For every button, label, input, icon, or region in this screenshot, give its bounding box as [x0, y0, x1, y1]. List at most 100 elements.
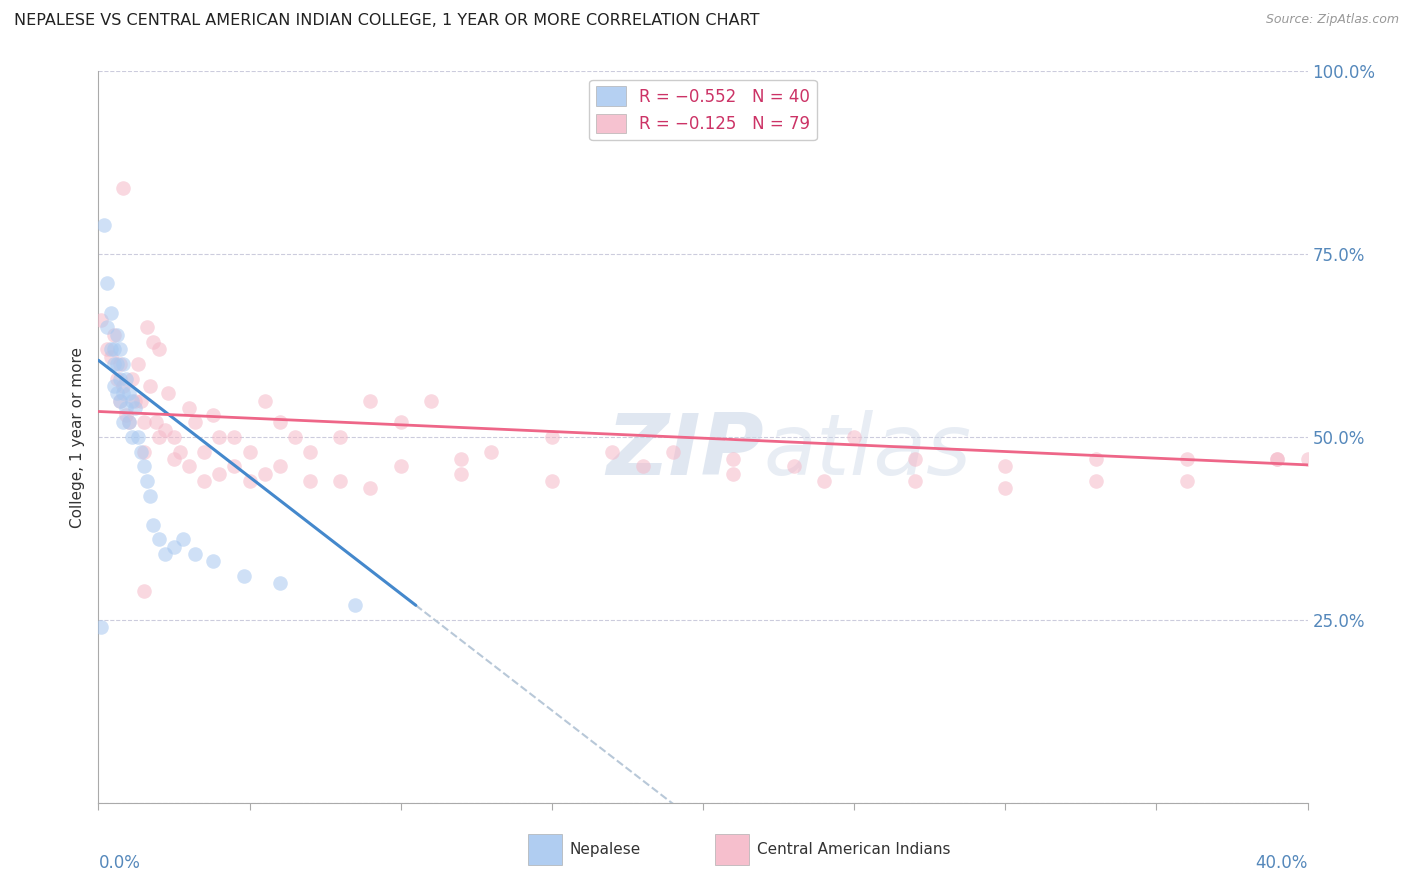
- Point: [114, 371, 136, 385]
- Point: [202, 554, 225, 568]
- Point: [179, 401, 201, 415]
- Point: [540, 430, 562, 444]
- Text: ZIP: ZIP: [606, 410, 763, 493]
- FancyBboxPatch shape: [527, 834, 561, 865]
- Point: [284, 430, 307, 444]
- Point: [389, 459, 412, 474]
- Point: [163, 430, 186, 444]
- Point: [450, 467, 472, 481]
- Point: [100, 343, 122, 357]
- Point: [139, 379, 162, 393]
- Point: [224, 459, 246, 474]
- Point: [96, 343, 118, 357]
- Point: [163, 452, 186, 467]
- Point: [142, 517, 165, 532]
- Point: [129, 444, 152, 458]
- Point: [105, 357, 128, 371]
- Point: [100, 306, 122, 320]
- Point: [169, 444, 191, 458]
- Point: [139, 489, 162, 503]
- Point: [121, 371, 143, 385]
- Point: [103, 379, 125, 393]
- Point: [232, 569, 254, 583]
- Point: [148, 533, 170, 547]
- Point: [994, 481, 1017, 495]
- Point: [540, 474, 562, 488]
- Point: [239, 444, 262, 458]
- Text: 0.0%: 0.0%: [98, 854, 141, 872]
- Point: [269, 459, 291, 474]
- Point: [132, 583, 155, 598]
- Point: [813, 474, 835, 488]
- Point: [631, 459, 654, 474]
- Point: [1267, 452, 1289, 467]
- Point: [1175, 474, 1198, 488]
- Point: [118, 416, 141, 430]
- Point: [111, 416, 134, 430]
- Point: [344, 599, 367, 613]
- Point: [253, 467, 276, 481]
- Point: [148, 343, 170, 357]
- Point: [96, 277, 118, 291]
- Point: [111, 386, 134, 401]
- Point: [129, 393, 152, 408]
- Point: [179, 459, 201, 474]
- Point: [142, 334, 165, 349]
- Point: [153, 547, 176, 561]
- Point: [118, 416, 141, 430]
- Text: Central American Indians: Central American Indians: [758, 842, 950, 857]
- Point: [156, 386, 179, 401]
- Point: [1085, 452, 1108, 467]
- Point: [105, 327, 128, 342]
- Point: [145, 416, 167, 430]
- Point: [329, 474, 352, 488]
- Point: [723, 452, 745, 467]
- Point: [662, 444, 685, 458]
- Point: [783, 459, 806, 474]
- Point: [360, 481, 382, 495]
- Point: [269, 576, 291, 591]
- Point: [111, 181, 134, 195]
- Point: [90, 620, 112, 634]
- Point: [202, 408, 225, 422]
- Point: [127, 430, 149, 444]
- Point: [103, 343, 125, 357]
- Point: [904, 452, 927, 467]
- Point: [132, 416, 155, 430]
- Point: [93, 218, 115, 232]
- Point: [224, 430, 246, 444]
- Point: [111, 379, 134, 393]
- Point: [108, 393, 131, 408]
- Point: [121, 430, 143, 444]
- Point: [299, 474, 322, 488]
- Point: [389, 416, 412, 430]
- Point: [108, 343, 131, 357]
- Point: [121, 393, 143, 408]
- Point: [450, 452, 472, 467]
- Text: Nepalese: Nepalese: [569, 842, 641, 857]
- Point: [723, 467, 745, 481]
- Point: [111, 357, 134, 371]
- Point: [163, 540, 186, 554]
- Point: [103, 357, 125, 371]
- Point: [329, 430, 352, 444]
- Text: 40.0%: 40.0%: [1256, 854, 1308, 872]
- Point: [135, 320, 157, 334]
- Point: [1085, 474, 1108, 488]
- Point: [108, 357, 131, 371]
- Point: [114, 408, 136, 422]
- Point: [193, 474, 215, 488]
- Point: [172, 533, 194, 547]
- Text: atlas: atlas: [763, 410, 972, 493]
- Point: [108, 371, 131, 385]
- Point: [481, 444, 503, 458]
- Point: [602, 444, 624, 458]
- Point: [90, 313, 112, 327]
- Text: NEPALESE VS CENTRAL AMERICAN INDIAN COLLEGE, 1 YEAR OR MORE CORRELATION CHART: NEPALESE VS CENTRAL AMERICAN INDIAN COLL…: [14, 13, 759, 29]
- Point: [148, 430, 170, 444]
- Point: [994, 459, 1017, 474]
- Point: [904, 474, 927, 488]
- Legend: R = −0.552   N = 40, R = −0.125   N = 79: R = −0.552 N = 40, R = −0.125 N = 79: [589, 79, 817, 140]
- Point: [208, 467, 231, 481]
- Point: [253, 393, 276, 408]
